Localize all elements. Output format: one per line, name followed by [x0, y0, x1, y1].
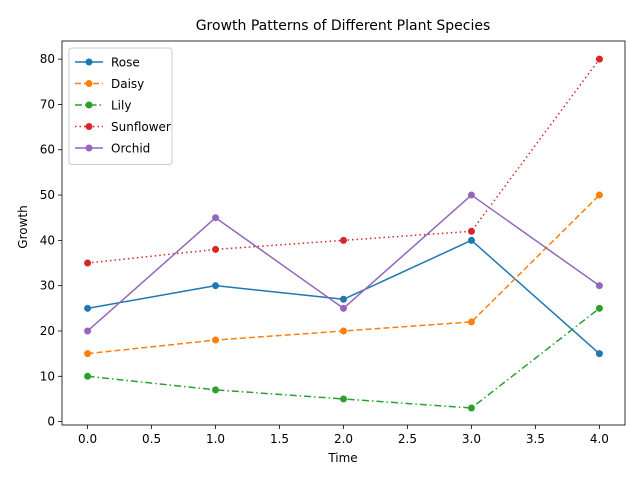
- data-point-sunflower-3: [467, 227, 475, 235]
- axes: 0.0 0.5 1.0 1.5 2.0 2.5 3.0 3.5 4.0 0 10 20 30 40 50 60…: [40, 40, 626, 446]
- data-point-daisy-2: [340, 327, 347, 335]
- data-point-rose-3: [467, 236, 475, 244]
- data-point-lily-1: [212, 386, 220, 394]
- legend-label-orchid: Orchid: [111, 142, 150, 156]
- x-tick-label: 2.5: [398, 432, 417, 446]
- data-point-sunflower-0: [84, 259, 92, 267]
- legend-marker-sunflower: [85, 123, 93, 130]
- legend-box: [68, 47, 173, 165]
- legend-label-sunflower: Sunflower: [111, 120, 171, 134]
- chart-title: Growth Patterns of Different Plant Speci…: [196, 18, 491, 34]
- y-tick-label: 60: [40, 143, 55, 157]
- data-point-orchid-0: [84, 327, 92, 335]
- y-tick-label: 70: [40, 97, 55, 111]
- legend-marker-rose: [85, 58, 93, 66]
- data-point-sunflower-1: [212, 245, 220, 253]
- legend-marker-orchid: [85, 144, 93, 152]
- legend-label-daisy: Daisy: [111, 77, 144, 91]
- data-point-sunflower-2: [340, 236, 347, 244]
- x-axis-label: Time: [327, 451, 357, 465]
- y-tick-label: 50: [40, 188, 55, 202]
- data-point-rose-2: [340, 295, 347, 303]
- y-tick-label: 10: [40, 369, 55, 383]
- y-axis-label: Growth: [16, 205, 30, 248]
- legend-marker-daisy: [85, 80, 93, 87]
- x-tick-label: 3.0: [462, 432, 481, 446]
- data-point-orchid-1: [212, 214, 220, 222]
- data-point-daisy-0: [84, 350, 92, 358]
- x-tick-label: 4.0: [590, 432, 609, 446]
- data-point-lily-0: [84, 372, 92, 380]
- x-tick-label: 1.0: [206, 432, 225, 446]
- data-point-daisy-3: [467, 318, 475, 326]
- x-tick-label: 0.0: [78, 432, 97, 446]
- x-tick-label: 0.5: [142, 432, 161, 446]
- data-point-rose-4: [595, 350, 603, 358]
- legend-label-lily: Lily: [111, 99, 131, 113]
- y-tick-label: 80: [40, 52, 55, 66]
- plot-area: [84, 55, 603, 412]
- legend-label-rose: Rose: [111, 56, 140, 70]
- y-tick-label: 0: [47, 415, 55, 429]
- x-tick-label: 1.5: [270, 432, 289, 446]
- data-point-lily-3: [467, 404, 475, 412]
- data-point-sunflower-4: [595, 55, 603, 63]
- y-tick-label: 30: [40, 279, 55, 293]
- data-point-rose-1: [212, 282, 220, 290]
- y-tick-label: 20: [40, 324, 55, 338]
- legend-marker-lily: [85, 101, 93, 109]
- x-tick-label: 3.5: [526, 432, 545, 446]
- x-tick-label: 2.0: [334, 432, 353, 446]
- data-point-orchid-2: [340, 304, 347, 312]
- data-point-lily-4: [595, 304, 603, 312]
- data-point-orchid-4: [595, 282, 603, 290]
- y-tick-label: 40: [40, 233, 55, 247]
- legend: Rose Daisy Lily Sunflower Orchid: [68, 47, 173, 165]
- data-point-rose-0: [84, 304, 92, 312]
- data-point-orchid-3: [467, 191, 475, 199]
- data-point-daisy-1: [212, 336, 220, 344]
- data-point-daisy-4: [595, 191, 603, 199]
- data-point-lily-2: [340, 395, 347, 403]
